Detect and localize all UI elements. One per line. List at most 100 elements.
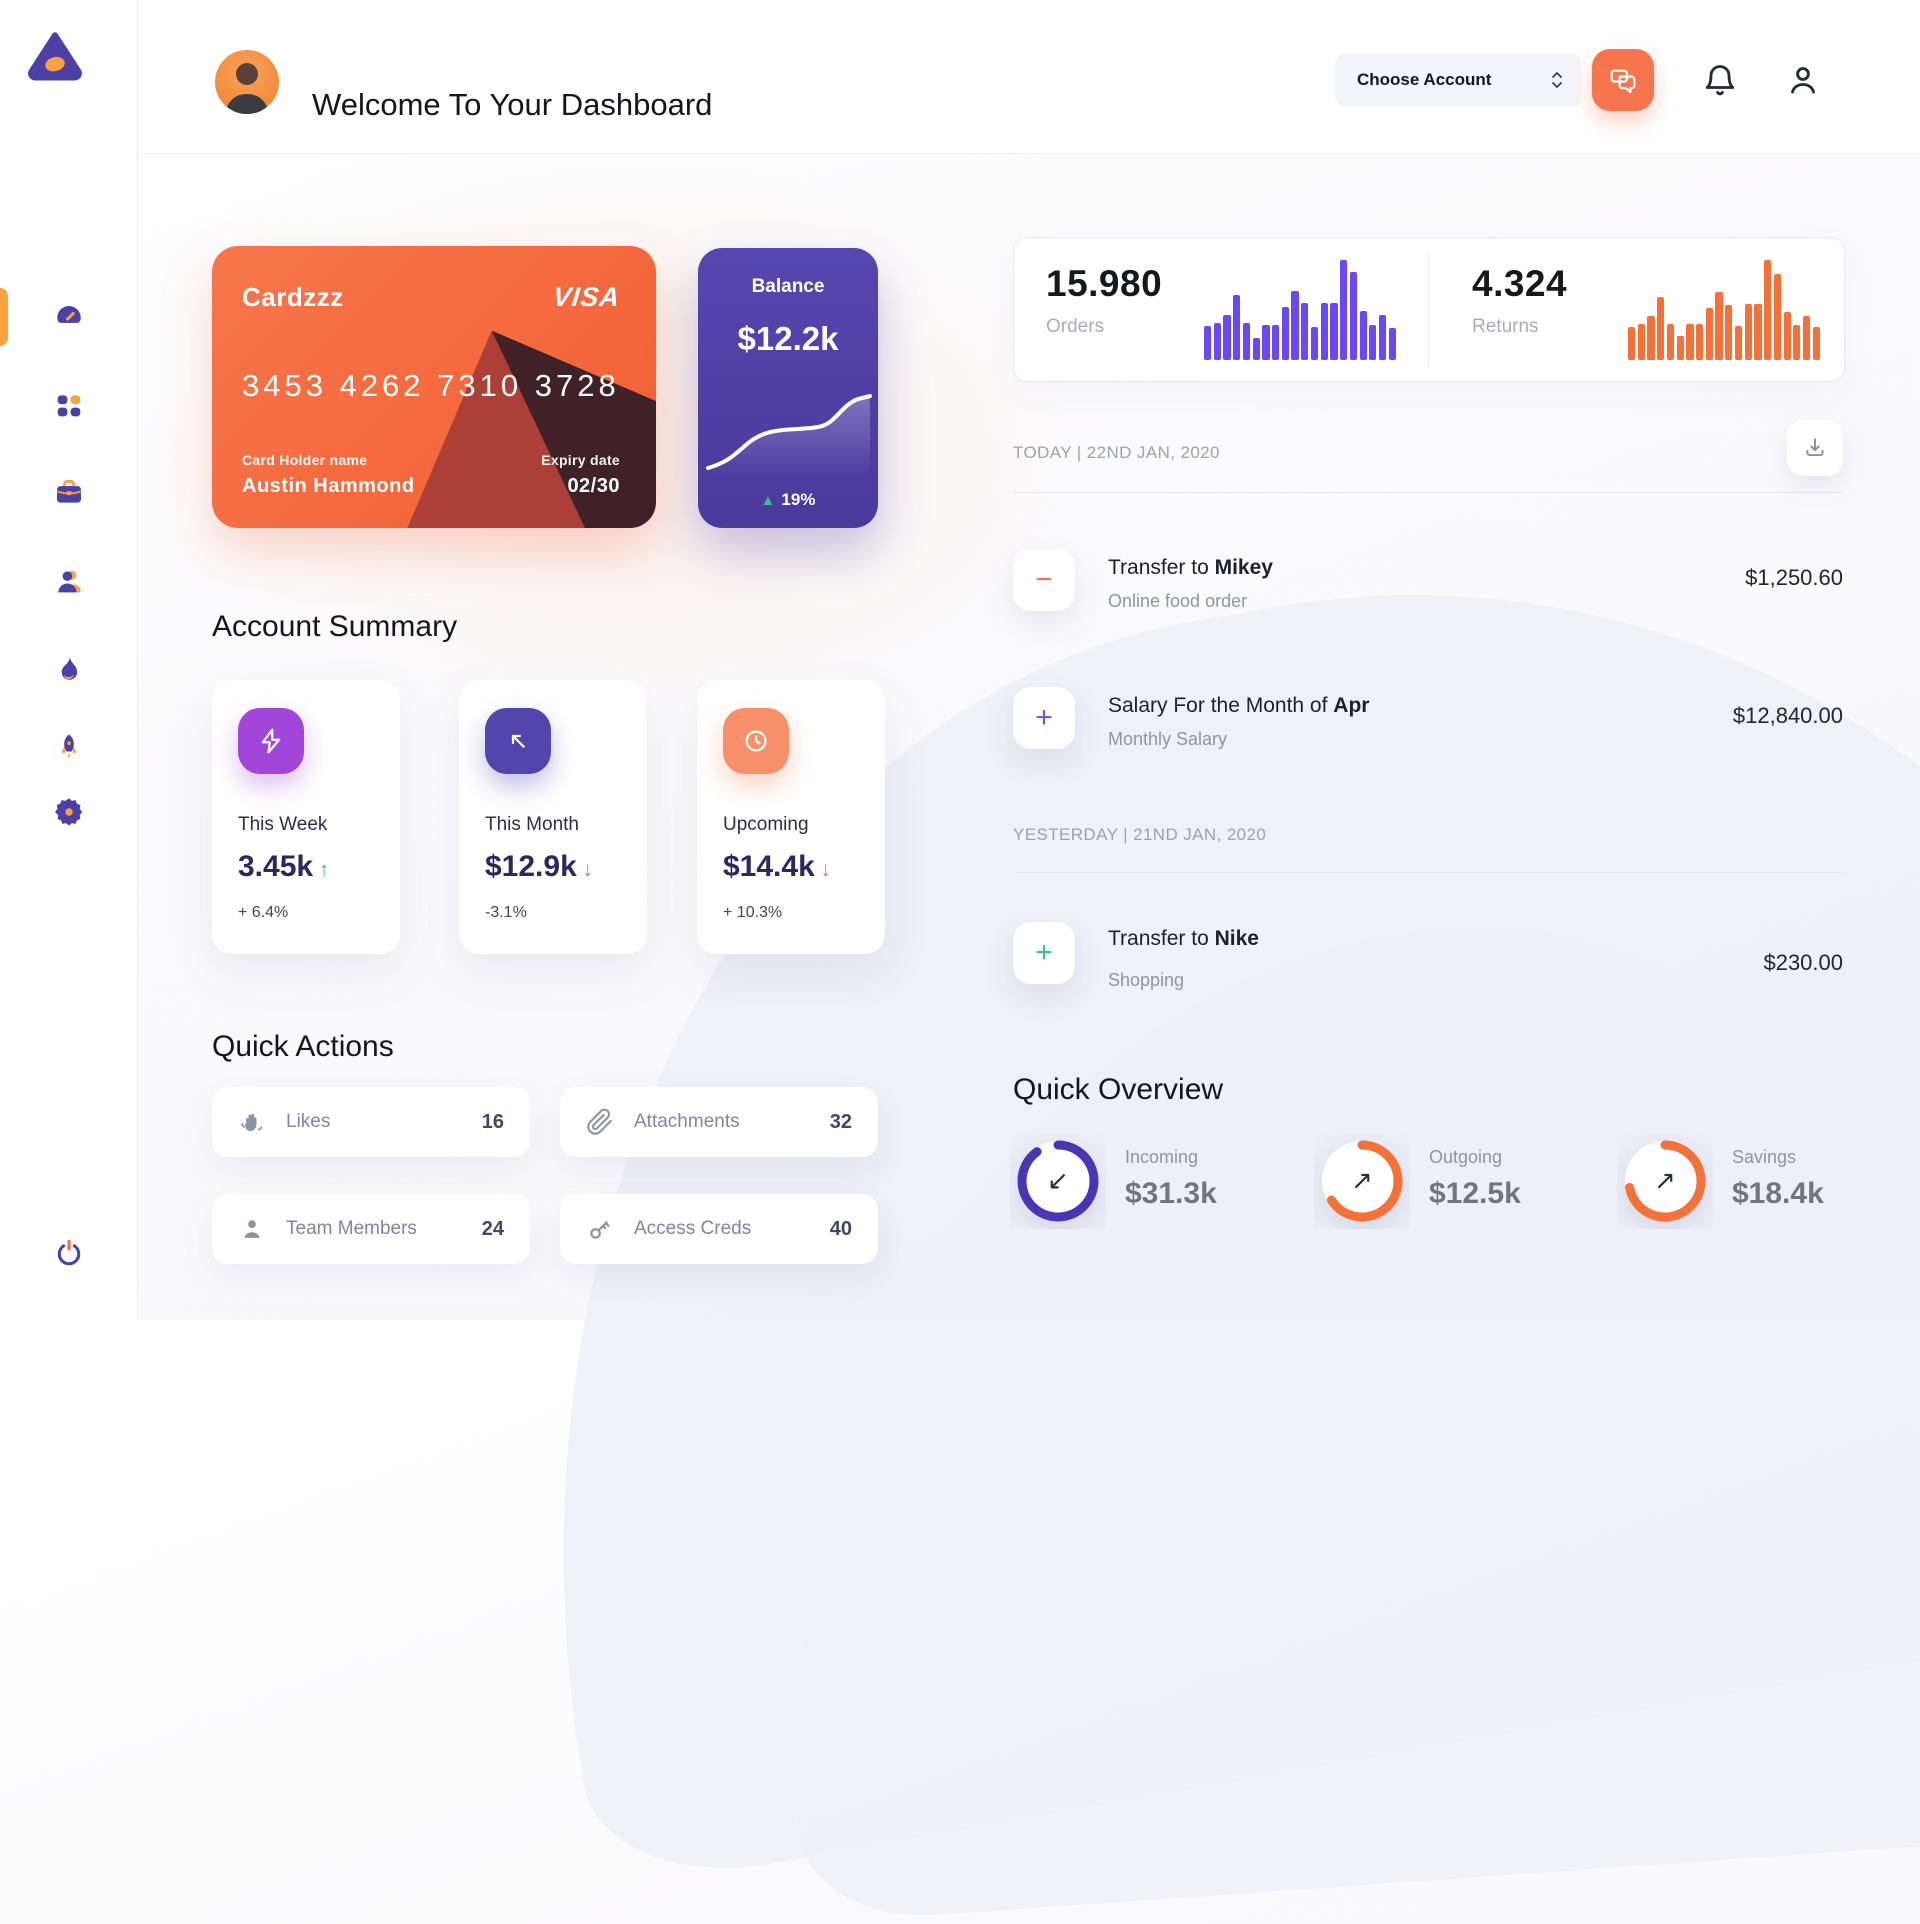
transaction-amount: $230.00 — [1763, 950, 1843, 975]
visa-logo: VISA — [551, 282, 622, 312]
quick-action-team-members[interactable]: Team Members 24 — [212, 1194, 530, 1264]
quick-action-label: Likes — [286, 1111, 331, 1132]
arrow-up-left-icon — [511, 734, 525, 748]
quick-action-label: Access Creds — [634, 1218, 752, 1239]
page-title: Welcome To Your Dashboard — [312, 86, 713, 122]
active-nav-indicator — [0, 288, 8, 346]
download-button[interactable] — [1787, 420, 1843, 476]
plus-icon: + — [1035, 936, 1053, 969]
transaction-subtitle: Shopping — [1108, 970, 1185, 990]
sidebar — [0, 0, 138, 1320]
orders-sparkline — [1204, 260, 1396, 360]
trend-up-icon: ↑ — [319, 859, 330, 881]
quick-action-attachments[interactable]: Attachments 32 — [560, 1087, 878, 1157]
sidebar-item-logout[interactable] — [0, 1226, 137, 1282]
returns-label: Returns — [1472, 316, 1539, 337]
credit-card[interactable]: Cardzzz VISA 3453 4262 7310 3728 Card Ho… — [212, 246, 656, 528]
minus-icon: − — [1035, 563, 1053, 596]
sparkline-bar — [1647, 316, 1655, 360]
sidebar-item-settings[interactable] — [0, 784, 137, 840]
sparkline-bar — [1301, 303, 1309, 360]
summary-value: $14.4k — [723, 850, 815, 883]
sparkline-bar — [1705, 308, 1713, 360]
arrow-down-left-icon: ↙ — [1047, 1166, 1069, 1196]
card-holder-name: Austin Hammond — [242, 475, 415, 497]
balance-value: $12.2k — [737, 320, 839, 357]
returns-value: 4.324 — [1472, 263, 1568, 304]
orders-label: Orders — [1046, 316, 1105, 337]
gear-icon — [54, 798, 82, 826]
sidebar-item-team[interactable] — [0, 554, 137, 610]
overview-value: $31.3k — [1125, 1177, 1217, 1210]
chat-button[interactable] — [1592, 49, 1654, 111]
transactions-date-yesterday: YESTERDAY | 21ND JAN, 2020 — [1013, 825, 1267, 844]
summary-value: $12.9k — [485, 850, 577, 883]
transaction-subtitle: Monthly Salary — [1108, 729, 1228, 749]
card-name: Cardzzz — [242, 282, 344, 312]
user-avatar[interactable] — [215, 50, 279, 114]
outgoing-ring: ↗ — [1314, 1133, 1410, 1229]
sidebar-item-dashboard[interactable] — [0, 288, 137, 344]
sidebar-item-launch[interactable] — [0, 719, 137, 775]
summary-value: 3.45k — [238, 850, 314, 883]
divider — [1013, 872, 1843, 873]
sparkline-bar — [1764, 260, 1772, 360]
summary-label: Upcoming — [723, 814, 809, 835]
summary-card-this-month[interactable]: This Month $12.9k ↓ -3.1% — [459, 680, 647, 954]
transaction-sign-credit-green: + — [1013, 922, 1075, 984]
divider — [1013, 492, 1843, 493]
divider — [1428, 252, 1429, 367]
sparkline-bar — [1320, 303, 1328, 360]
sparkline-bar — [1330, 303, 1338, 360]
sparkline-bar — [1666, 324, 1675, 360]
arrow-up-right-icon: ↗ — [1654, 1166, 1676, 1196]
summary-label: This Week — [238, 814, 328, 835]
overview-value: $12.5k — [1429, 1177, 1521, 1210]
sidebar-item-apps[interactable] — [0, 378, 137, 434]
summary-delta: -3.1% — [485, 904, 527, 921]
sparkline-bar — [1657, 297, 1665, 360]
transaction-amount: $12,840.00 — [1732, 703, 1843, 728]
power-icon — [57, 1239, 80, 1266]
clap-icon — [241, 1113, 263, 1131]
balance-label: Balance — [751, 276, 825, 297]
summary-delta: + 6.4% — [238, 904, 289, 921]
sparkline-bar — [1783, 312, 1791, 360]
summary-card-this-week[interactable]: This Week 3.45k ↑ + 6.4% — [212, 680, 400, 954]
sparkline-bar — [1637, 324, 1645, 360]
notifications-button[interactable] — [1702, 62, 1738, 98]
sparkline-bar — [1252, 338, 1260, 360]
transaction-title: Salary For the Month of Apr — [1108, 694, 1370, 717]
sparkline-bar — [1725, 305, 1733, 360]
profile-button[interactable] — [1785, 62, 1821, 98]
quick-action-count: 16 — [481, 1110, 504, 1133]
balance-card[interactable]: Balance $12.2k ▲ 19% — [698, 248, 878, 528]
summary-card-upcoming[interactable]: Upcoming $14.4k ↓ + 10.3% — [697, 680, 885, 954]
sparkline-bar — [1676, 336, 1684, 360]
sparkline-bar — [1310, 327, 1319, 360]
quick-overview-title: Quick Overview — [1013, 1072, 1224, 1106]
quick-action-count: 40 — [829, 1217, 852, 1240]
summary-delta: + 10.3% — [723, 904, 783, 921]
app-logo[interactable] — [26, 24, 84, 81]
sparkline-bar — [1388, 328, 1396, 360]
flame-icon — [61, 656, 77, 680]
briefcase-icon — [56, 479, 81, 503]
sparkline-bar — [1281, 307, 1289, 360]
chevron-up-down-icon — [1552, 72, 1562, 88]
quick-action-label: Team Members — [286, 1218, 417, 1239]
sparkline-bar — [1744, 304, 1752, 360]
transactions-date-today: TODAY | 22ND JAN, 2020 — [1013, 443, 1220, 462]
trend-down-icon: ↓ — [820, 859, 831, 881]
transaction-title: Transfer to Mikey — [1108, 556, 1273, 579]
overview-value: $18.4k — [1732, 1177, 1824, 1210]
background-wave-light — [738, 885, 1920, 1924]
quick-action-likes[interactable]: Likes 16 — [212, 1087, 530, 1157]
zap-icon — [261, 728, 281, 754]
person-icon — [244, 1220, 260, 1238]
quick-action-access-creds[interactable]: Access Creds 40 — [560, 1194, 878, 1264]
trend-up-icon: ▲ — [760, 492, 776, 509]
sidebar-item-trending[interactable] — [0, 641, 137, 697]
sidebar-item-briefcase[interactable] — [0, 464, 137, 520]
account-selector[interactable]: Choose Account — [1335, 53, 1581, 107]
